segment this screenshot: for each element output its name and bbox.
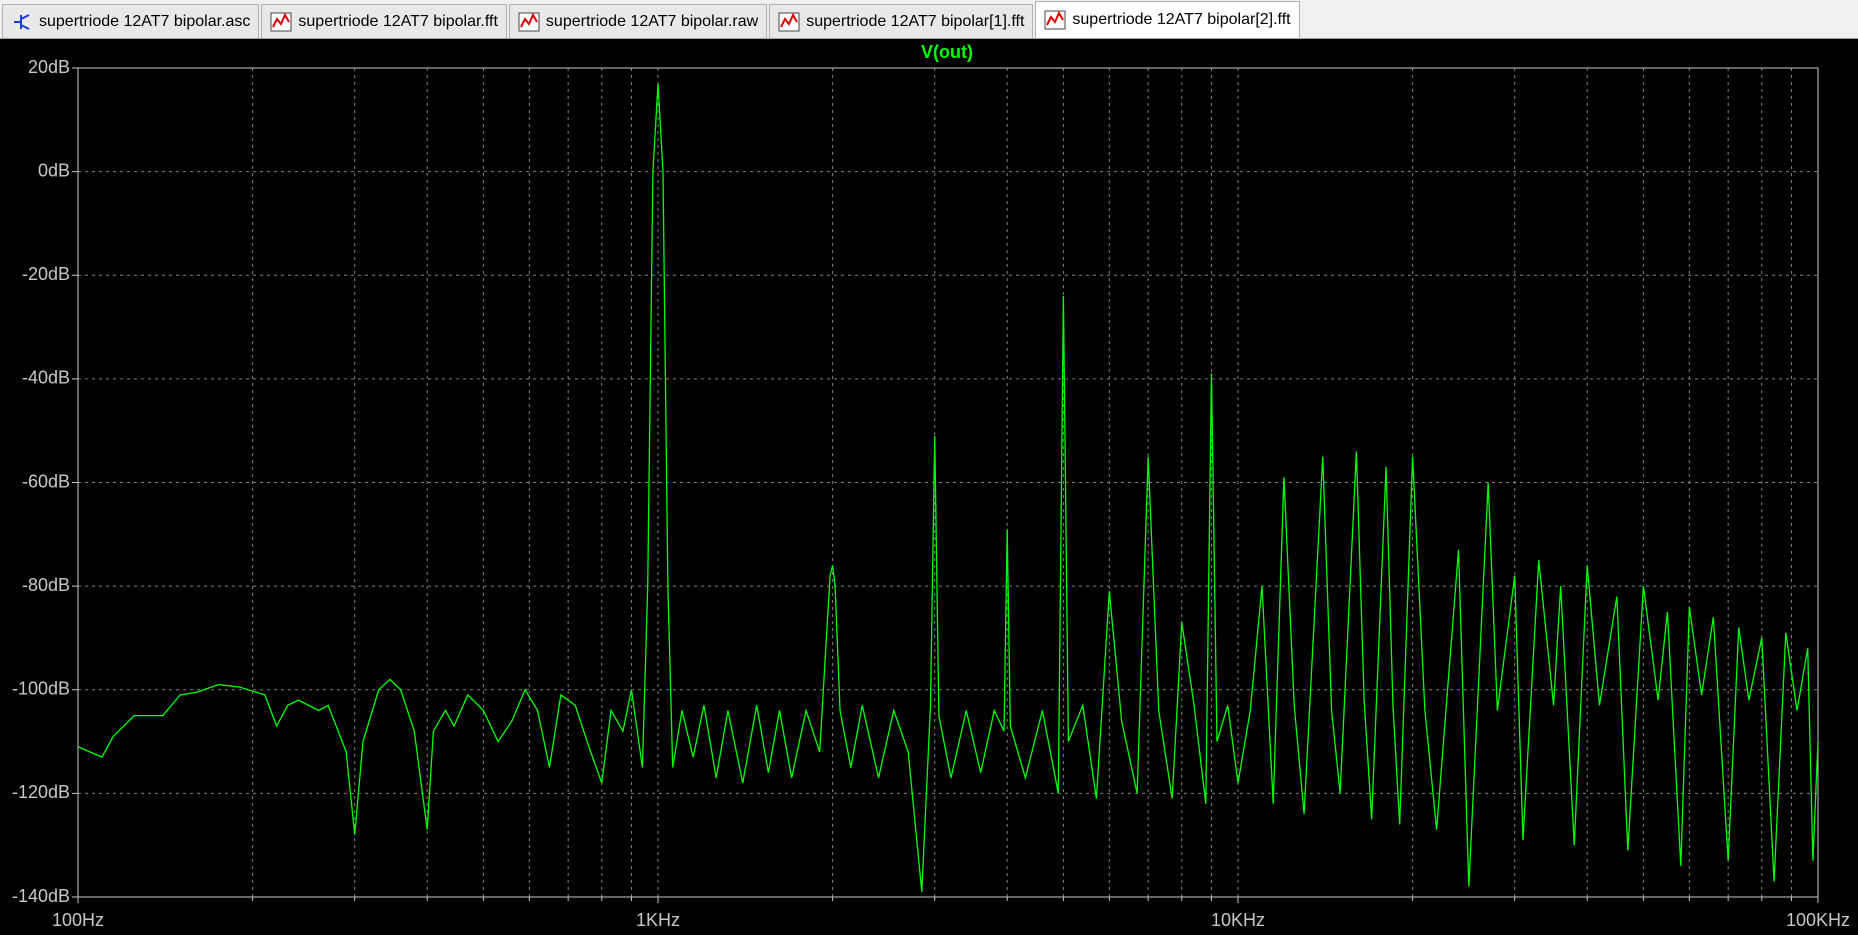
tab-label: supertriode 12AT7 bipolar.raw xyxy=(545,12,759,30)
tab[interactable]: supertriode 12AT7 bipolar.raw xyxy=(508,4,768,38)
chart: V(out) 20dB 0dB -20dB -40dB -60dB -80dB -100dB… xyxy=(0,39,1858,935)
data-line xyxy=(77,83,1819,892)
x-tick-label: 100Hz xyxy=(52,910,104,930)
tab-label: supertriode 12AT7 bipolar.fft xyxy=(298,12,498,30)
tab-bar: supertriode 12AT7 bipolar.asc supertriode… xyxy=(0,0,1858,39)
tab[interactable]: supertriode 12AT7 bipolar.fft xyxy=(261,4,507,38)
tab-icon xyxy=(518,12,540,31)
tab-label: supertriode 12AT7 bipolar[1].fft xyxy=(806,12,1025,30)
y-tick-label: -100dB xyxy=(12,679,70,699)
y-tick-label: -20dB xyxy=(22,264,70,284)
tab[interactable]: supertriode 12AT7 bipolar[2].fft xyxy=(1035,1,1300,38)
tab-icon xyxy=(778,12,800,31)
y-tick-label: -80dB xyxy=(22,575,70,595)
x-tick-label: 1KHz xyxy=(636,910,680,930)
y-tick-label: -140dB xyxy=(12,886,70,906)
tab[interactable]: supertriode 12AT7 bipolar[1].fft xyxy=(769,4,1034,38)
tab-label: supertriode 12AT7 bipolar[2].fft xyxy=(1072,11,1291,28)
y-tick-label: -120dB xyxy=(12,782,70,802)
x-tick-label: 100KHz xyxy=(1786,910,1850,930)
y-tick-label: 20dB xyxy=(28,57,70,77)
tab-icon xyxy=(14,13,30,30)
tab[interactable]: supertriode 12AT7 bipolar.asc xyxy=(2,4,260,38)
y-tick-label: 0dB xyxy=(38,160,70,180)
x-tick-label: 10KHz xyxy=(1211,910,1265,930)
y-tick-label: -40dB xyxy=(22,368,70,388)
background xyxy=(0,39,1858,935)
tab-icon xyxy=(270,12,292,31)
tab-label: supertriode 12AT7 bipolar.asc xyxy=(39,12,251,30)
chart-title: V(out) xyxy=(921,42,973,62)
plot-frame xyxy=(77,67,1819,898)
tab-icon xyxy=(1044,10,1066,30)
y-tick-label: -60dB xyxy=(22,471,70,491)
